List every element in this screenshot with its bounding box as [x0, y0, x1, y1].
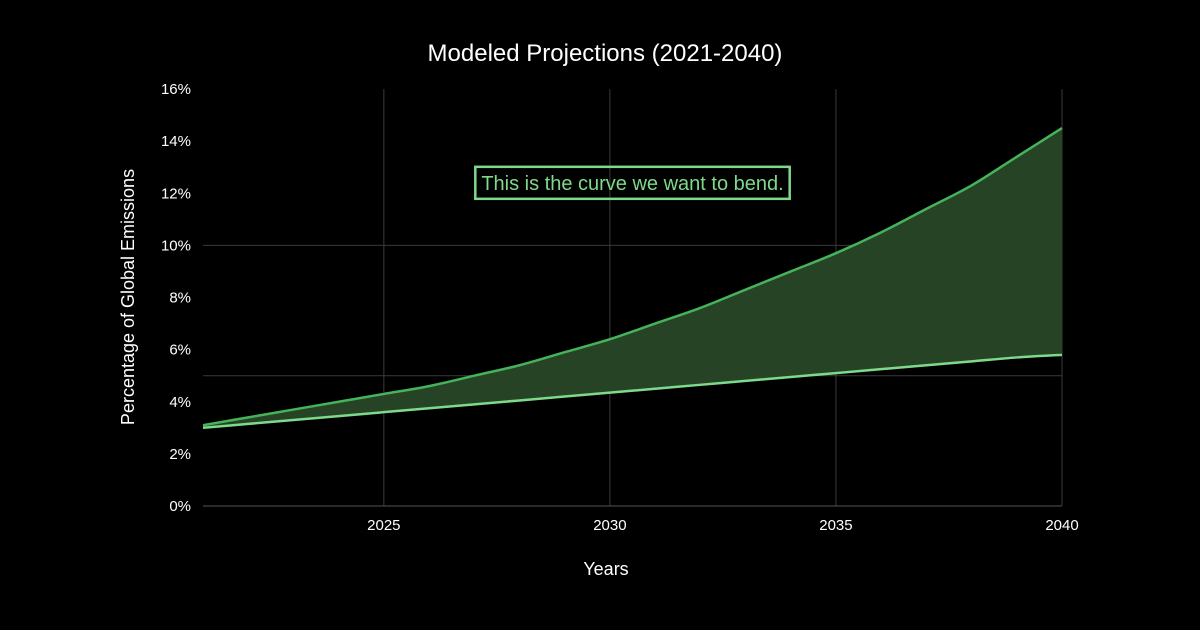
x-tick-label: 2030 — [593, 517, 626, 534]
annotation: This is the curve we want to bend. — [474, 165, 791, 201]
y-tick-label: 8% — [169, 290, 191, 307]
y-tick-label: 10% — [161, 237, 191, 254]
x-axis-label: Years — [583, 559, 628, 579]
annotation-box — [474, 165, 791, 201]
y-tick-label: 16% — [161, 81, 191, 98]
series-line-upper — [202, 127, 1063, 427]
y-axis-label: Percentage of Global Emissions — [118, 169, 138, 425]
y-tick-label: 14% — [161, 133, 191, 150]
fill-between-area — [203, 128, 1062, 428]
y-axis-ticks: 0% 2% 4% 6% 8% 10% 12% 14% 16% — [161, 81, 191, 515]
x-tick-label: 2025 — [367, 517, 400, 534]
y-tick-label: 4% — [169, 394, 191, 411]
chart-title: Modeled Projections (2021-2040) — [428, 40, 783, 67]
annotation-text: This is the curve we want to bend. — [481, 173, 783, 195]
y-tick-label: 6% — [169, 342, 191, 359]
y-tick-label: 2% — [169, 446, 191, 463]
x-tick-label: 2040 — [1045, 517, 1078, 534]
x-tick-label: 2035 — [819, 517, 852, 534]
y-tick-label: 12% — [161, 185, 191, 202]
y-tick-label: 0% — [169, 498, 191, 515]
series-line-lower — [202, 353, 1063, 430]
x-axis-ticks: 2025 2030 2035 2040 — [367, 517, 1079, 534]
